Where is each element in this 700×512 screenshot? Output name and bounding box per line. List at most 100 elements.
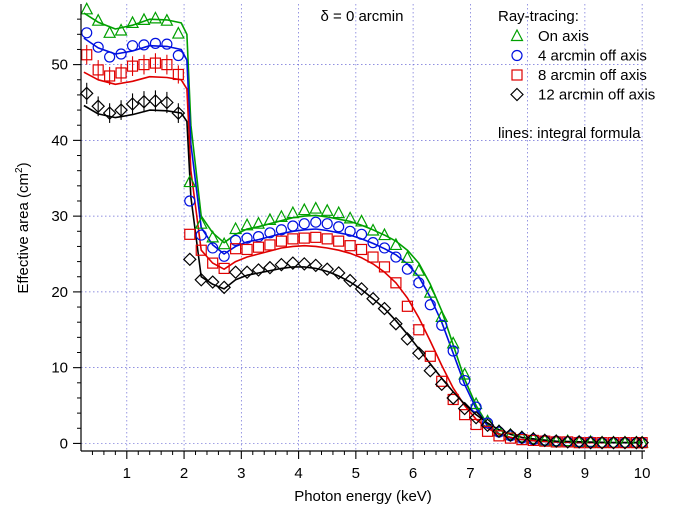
data-point-triangle bbox=[561, 433, 575, 447]
data-point-triangle bbox=[458, 367, 472, 380]
y-tick-label: 0 bbox=[60, 435, 68, 452]
data-point-circle bbox=[229, 234, 242, 246]
y-axis-label: Effective area (cm2) bbox=[14, 162, 32, 293]
data-point-circle bbox=[149, 37, 162, 49]
x-axis-label: Photon energy (keV) bbox=[294, 488, 432, 505]
data-point-circle bbox=[81, 27, 93, 39]
data-point-diamond bbox=[366, 291, 380, 306]
data-point-triangle bbox=[229, 221, 243, 235]
data-point-diamond bbox=[492, 424, 506, 439]
data-point-diamond bbox=[308, 258, 323, 273]
data-point-circle bbox=[344, 225, 356, 237]
data-point-circle bbox=[161, 38, 173, 50]
data-point-diamond bbox=[537, 433, 552, 448]
data-point-square bbox=[401, 300, 413, 312]
data-point-triangle bbox=[91, 13, 105, 26]
data-point-square bbox=[504, 432, 517, 444]
model-lines bbox=[83, 12, 643, 444]
data-point-square bbox=[470, 418, 482, 431]
data-point-square bbox=[229, 243, 242, 255]
data-point-diamond bbox=[79, 86, 94, 101]
data-point-square bbox=[321, 233, 333, 245]
data-point-diamond bbox=[205, 275, 220, 289]
data-point-diamond bbox=[503, 428, 518, 442]
data-point-square bbox=[287, 233, 299, 245]
data-point-diamond bbox=[515, 430, 529, 445]
data-point-diamond bbox=[354, 282, 369, 296]
data-point-circle bbox=[287, 220, 299, 232]
data-point-triangle bbox=[412, 263, 426, 276]
data-point-triangle bbox=[148, 11, 162, 24]
data-point-square bbox=[459, 409, 471, 421]
data-point-circle bbox=[355, 228, 368, 240]
legend-label: 8 arcmin off axis bbox=[538, 67, 647, 84]
data-point-circle bbox=[424, 299, 436, 311]
data-point-triangle bbox=[240, 217, 254, 231]
data-point-diamond bbox=[194, 272, 209, 287]
series-line-square bbox=[83, 71, 643, 444]
data-point-triangle bbox=[80, 2, 94, 15]
grid bbox=[81, 4, 645, 451]
series-line-diamond bbox=[83, 104, 643, 444]
x-ticks: 1 2 3 4 5 6 7 8 9 10 bbox=[91, 451, 650, 482]
data-point-diamond bbox=[560, 435, 575, 449]
data-point-triangle bbox=[343, 211, 357, 224]
data-point-diamond bbox=[618, 435, 632, 450]
data-point-diamond bbox=[148, 94, 163, 108]
data-point-diamond bbox=[377, 301, 392, 316]
data-point-triangle bbox=[526, 431, 540, 444]
data-point-square bbox=[436, 375, 448, 387]
data-point-diamond bbox=[446, 391, 461, 405]
y-axis-label-end: ) bbox=[15, 162, 32, 167]
data-point-square bbox=[298, 232, 310, 244]
data-point-triangle bbox=[137, 12, 151, 26]
data-point-diamond bbox=[469, 410, 483, 425]
data-point-triangle bbox=[503, 427, 517, 441]
legend: Ray-tracing: On axis 4 arcmin off axis 8 a… bbox=[498, 8, 655, 142]
data-point-diamond bbox=[411, 346, 426, 361]
data-point-circle bbox=[298, 218, 310, 230]
data-point-circle bbox=[390, 251, 402, 263]
data-point-square bbox=[161, 59, 173, 71]
data-point-circle bbox=[195, 229, 207, 241]
data-point-circle bbox=[115, 48, 127, 60]
data-point-triangle bbox=[252, 216, 265, 229]
x-tick-label: 1 bbox=[123, 465, 131, 482]
data-point-triangle bbox=[160, 13, 174, 26]
data-point-diamond bbox=[343, 273, 357, 288]
data-point-square bbox=[207, 257, 219, 269]
data-point-triangle bbox=[446, 336, 460, 349]
y-tick-label: 40 bbox=[51, 132, 68, 149]
data-point-circle bbox=[104, 51, 116, 63]
legend-label: On axis bbox=[538, 28, 589, 45]
y-tick-label: 20 bbox=[51, 284, 68, 301]
data-point-circle bbox=[310, 216, 322, 228]
data-point-square bbox=[195, 244, 207, 256]
data-point-diamond bbox=[102, 106, 117, 120]
data-point-triangle bbox=[297, 202, 311, 216]
data-point-triangle bbox=[332, 205, 346, 219]
data-point-square bbox=[344, 240, 356, 252]
data-point-triangle bbox=[366, 223, 380, 236]
legend-marker-circle bbox=[511, 49, 523, 62]
data-point-diamond bbox=[182, 252, 197, 267]
legend-marker-diamond bbox=[510, 87, 524, 102]
data-point-square bbox=[264, 239, 276, 251]
y-axis-label-main: Effective area (cm bbox=[15, 173, 32, 294]
data-point-circle bbox=[401, 263, 413, 275]
data-point-circle bbox=[218, 250, 230, 262]
data-point-square bbox=[424, 350, 436, 362]
data-point-diamond bbox=[389, 316, 403, 331]
data-point-square bbox=[636, 437, 648, 449]
data-point-diamond bbox=[583, 435, 598, 450]
data-point-circle bbox=[241, 232, 253, 244]
data-point-triangle bbox=[435, 309, 449, 322]
data-point-diamond bbox=[320, 262, 335, 277]
data-point-square bbox=[516, 434, 528, 446]
data-point-diamond bbox=[114, 103, 128, 117]
data-point-triangle bbox=[377, 227, 391, 241]
data-point-square bbox=[378, 261, 391, 273]
x-tick-label: 4 bbox=[294, 465, 302, 482]
data-point-square bbox=[172, 68, 184, 81]
data-point-diamond bbox=[400, 332, 415, 346]
